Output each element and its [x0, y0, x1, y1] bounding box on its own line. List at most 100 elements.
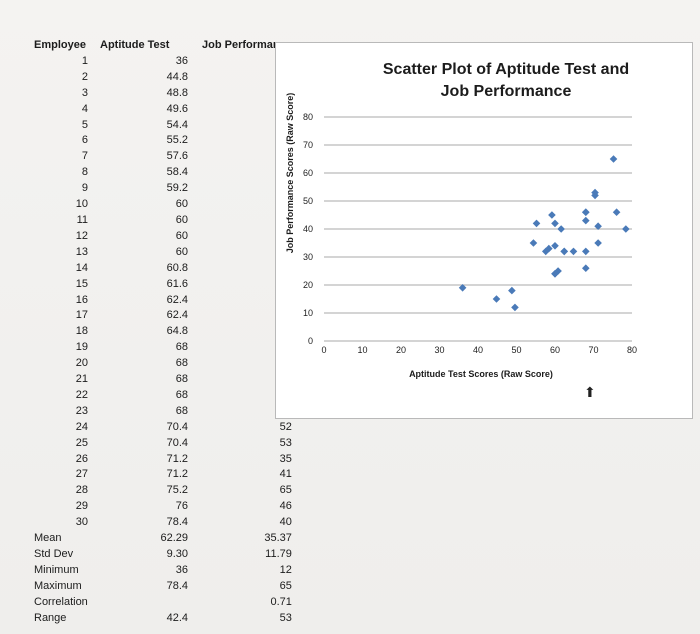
- stat-job-value[interactable]: 65: [279, 579, 292, 592]
- cell-aptitude[interactable]: 60: [175, 245, 188, 258]
- cell-aptitude[interactable]: 57.6: [166, 150, 188, 163]
- cell-job-performance[interactable]: 65: [279, 484, 292, 497]
- cell-employee[interactable]: 9: [81, 182, 88, 195]
- header-aptitude-test[interactable]: Aptitude Test: [100, 39, 170, 51]
- cell-aptitude[interactable]: 36: [175, 54, 188, 67]
- stat-label[interactable]: Range: [34, 611, 67, 624]
- cell-aptitude[interactable]: 68: [175, 404, 188, 417]
- cell-employee[interactable]: 11: [76, 213, 88, 226]
- stat-job-value[interactable]: 53: [279, 611, 292, 624]
- cell-employee[interactable]: 16: [75, 293, 88, 306]
- data-point: [560, 247, 569, 256]
- cell-aptitude[interactable]: 58.4: [166, 166, 188, 179]
- cell-employee[interactable]: 13: [75, 245, 88, 258]
- scatter-chart[interactable]: 0 10 20 30 40 50 60 70 80 0 10 20 30 40 50 60 70 80 Scatt…: [275, 42, 693, 419]
- cell-aptitude[interactable]: 62.4: [166, 293, 188, 306]
- cell-employee[interactable]: 17: [75, 309, 88, 322]
- cell-employee[interactable]: 20: [75, 357, 88, 370]
- stat-job-value[interactable]: 12: [279, 563, 292, 576]
- cell-job-performance[interactable]: 35: [279, 452, 292, 465]
- header-job-performance[interactable]: Job Performance: [202, 39, 292, 51]
- stat-aptitude-value[interactable]: 36: [175, 563, 188, 576]
- data-point: [492, 295, 501, 303]
- cell-employee[interactable]: 21: [75, 373, 88, 386]
- cell-employee[interactable]: 19: [75, 341, 88, 354]
- stat-row: Correlation 0.71: [30, 595, 292, 611]
- cell-aptitude[interactable]: 68: [175, 341, 188, 354]
- cell-aptitude[interactable]: 76: [175, 500, 188, 513]
- cell-aptitude[interactable]: 54.4: [166, 118, 188, 131]
- stat-aptitude-value[interactable]: 42.4: [166, 611, 188, 624]
- table-row: 236826: [30, 404, 292, 420]
- stat-label[interactable]: Std Dev: [34, 548, 74, 560]
- data-point: [582, 264, 590, 272]
- cell-aptitude[interactable]: 44.8: [166, 70, 188, 83]
- stat-aptitude-value[interactable]: [100, 595, 202, 611]
- cell-aptitude[interactable]: 62.4: [166, 309, 188, 322]
- cell-job-performance[interactable]: 53: [279, 436, 292, 449]
- cell-aptitude[interactable]: 68: [175, 373, 188, 386]
- cell-aptitude[interactable]: 68: [175, 388, 188, 401]
- stat-aptitude-value[interactable]: 78.4: [166, 579, 188, 592]
- cell-aptitude[interactable]: 71.2: [166, 452, 188, 465]
- cell-employee[interactable]: 18: [75, 325, 88, 338]
- cell-employee[interactable]: 29: [75, 500, 88, 513]
- cell-aptitude[interactable]: 70.4: [166, 436, 188, 449]
- cell-employee[interactable]: 25: [75, 436, 88, 449]
- cell-aptitude[interactable]: 60.8: [166, 261, 188, 274]
- cell-aptitude[interactable]: 49.6: [166, 102, 188, 115]
- cell-aptitude[interactable]: 75.2: [166, 484, 188, 497]
- stat-aptitude-value[interactable]: 62.29: [160, 532, 188, 545]
- stat-label[interactable]: Mean: [34, 532, 62, 545]
- cell-job-performance[interactable]: 46: [279, 500, 292, 513]
- cell-job-performance[interactable]: 40: [279, 516, 292, 529]
- cell-aptitude[interactable]: 64.8: [166, 325, 188, 338]
- cell-employee[interactable]: 10: [75, 198, 88, 211]
- cell-aptitude[interactable]: 60: [175, 213, 188, 226]
- cell-employee[interactable]: 26: [75, 452, 88, 465]
- cell-aptitude[interactable]: 60: [175, 198, 188, 211]
- cell-employee[interactable]: 15: [75, 277, 88, 290]
- cell-employee[interactable]: 23: [75, 404, 88, 417]
- cell-aptitude[interactable]: 70.4: [166, 420, 188, 433]
- cell-employee[interactable]: 24: [75, 420, 88, 433]
- cell-aptitude[interactable]: 78.4: [166, 516, 188, 529]
- cell-employee[interactable]: 22: [75, 388, 88, 401]
- cell-employee[interactable]: 3: [81, 86, 88, 99]
- cell-employee[interactable]: 30: [75, 516, 88, 529]
- data-point: [612, 208, 621, 216]
- cell-employee[interactable]: 14: [75, 261, 88, 274]
- cell-employee[interactable]: 1: [81, 54, 88, 67]
- stat-label[interactable]: Maximum: [34, 579, 82, 592]
- stat-job-value[interactable]: 35.37: [264, 532, 292, 545]
- stat-label[interactable]: Correlation: [34, 595, 88, 608]
- stat-label[interactable]: Minimum: [34, 563, 79, 576]
- cell-employee[interactable]: 6: [81, 134, 88, 147]
- cell-employee[interactable]: 4: [81, 102, 88, 115]
- cell-aptitude[interactable]: 48.8: [166, 86, 188, 99]
- cell-employee[interactable]: 2: [81, 70, 88, 83]
- stat-aptitude-value[interactable]: 9.30: [166, 548, 188, 560]
- cell-employee[interactable]: 27: [75, 468, 88, 481]
- cell-aptitude[interactable]: 71.2: [166, 468, 188, 481]
- cell-job-performance[interactable]: 41: [279, 468, 292, 481]
- cell-employee[interactable]: 7: [81, 150, 88, 163]
- cell-employee[interactable]: 12: [75, 229, 88, 242]
- cell-employee[interactable]: 8: [81, 166, 88, 179]
- table-row: 24 70.4 52: [30, 420, 292, 436]
- cell-aptitude[interactable]: 55.2: [166, 134, 188, 147]
- cell-aptitude[interactable]: 68: [175, 357, 188, 370]
- cell-employee[interactable]: 5: [81, 118, 88, 131]
- cell-employee[interactable]: 28: [75, 484, 88, 497]
- stat-job-value[interactable]: 11.79: [265, 548, 292, 560]
- cell-job-performance[interactable]: 52: [279, 420, 292, 433]
- header-employee[interactable]: Employee: [34, 39, 86, 51]
- table-row: 226843: [30, 388, 292, 404]
- cell-aptitude[interactable]: 61.6: [166, 277, 188, 290]
- cell-aptitude[interactable]: 59.2: [166, 182, 188, 195]
- data-point: [551, 242, 559, 250]
- stat-job-value[interactable]: 0.71: [270, 595, 292, 608]
- cell-aptitude[interactable]: 60: [175, 229, 188, 242]
- table-row: 13619: [30, 54, 292, 70]
- x-tick-label: 40: [473, 345, 483, 355]
